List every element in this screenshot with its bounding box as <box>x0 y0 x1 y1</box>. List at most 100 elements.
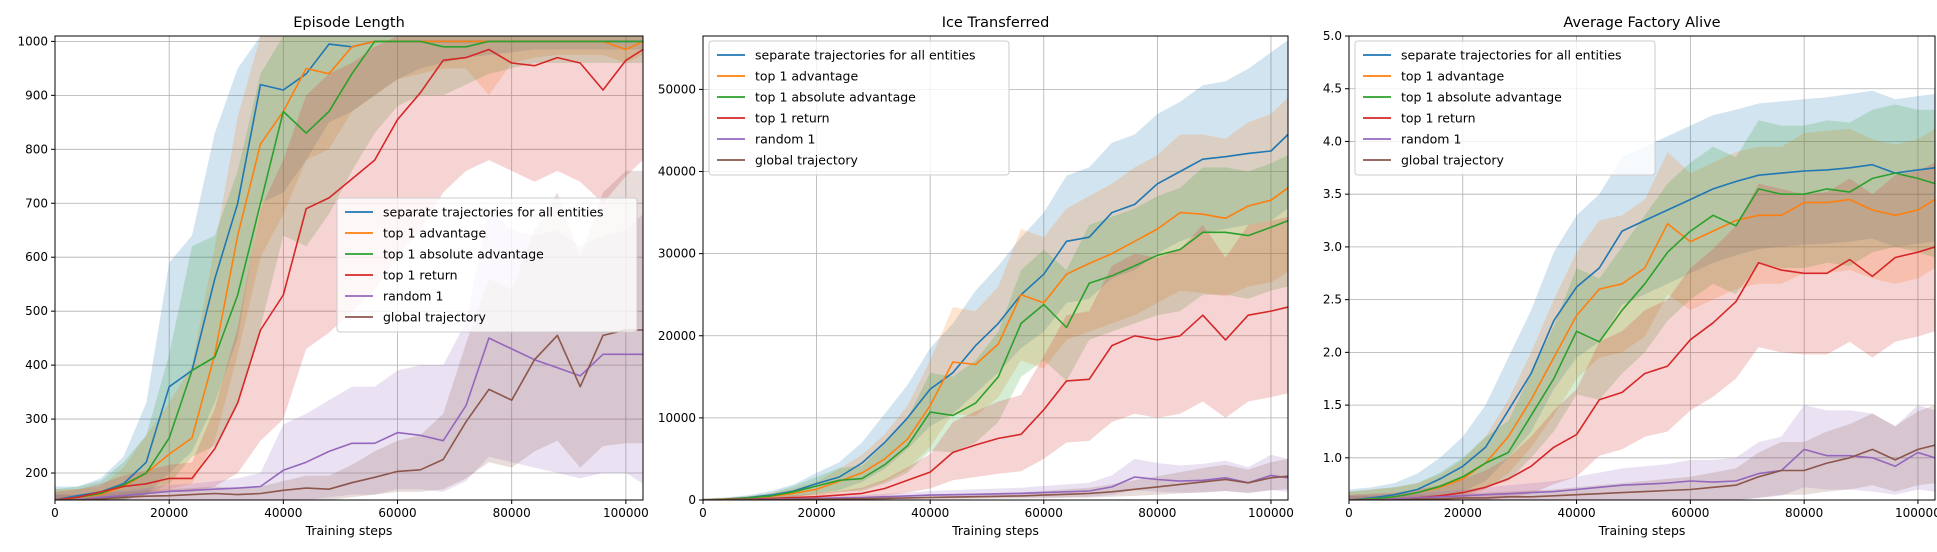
y-tick-label: 800 <box>25 142 48 156</box>
legend-box <box>336 197 638 333</box>
series-line-3 <box>1349 172 1935 500</box>
legend-entry: top 1 return <box>1401 111 1476 126</box>
plot-area <box>703 40 1288 500</box>
x-axis-label: Training steps <box>305 523 393 538</box>
series-band-2 <box>55 36 643 500</box>
series-band-2 <box>1349 128 1935 500</box>
legend-entry: top 1 absolute advantage <box>1401 90 1562 105</box>
series-band-4 <box>1349 162 1935 500</box>
legend: separate trajectories for all entities to… <box>708 40 1010 176</box>
x-axis-label: Training steps <box>1598 523 1686 538</box>
legend-entry: random 1 <box>755 132 815 147</box>
series-line-5 <box>55 337 643 500</box>
series-band-3 <box>703 155 1288 500</box>
series-line-2 <box>1349 198 1935 500</box>
series-band-6 <box>703 458 1288 500</box>
legend-entry: top 1 return <box>755 111 830 126</box>
chart-title: Average Factory Alive <box>1563 15 1720 31</box>
x-tick-label: 0 <box>1345 506 1353 520</box>
legend-entry: separate trajectories for all entities <box>755 48 976 63</box>
y-tick-label: 4.5 <box>1323 82 1342 96</box>
x-tick-label: 80000 <box>493 506 531 520</box>
chart-panel-1: 0 20000 40000 60000 80000 100000 200 300 400 500 6… <box>17 15 648 538</box>
y-tick-label: 4.0 <box>1323 134 1342 148</box>
x-tick-label: 100000 <box>603 506 649 520</box>
series-line-4 <box>1349 246 1935 500</box>
y-tick-label: 700 <box>25 196 48 210</box>
legend-entry: random 1 <box>1401 132 1461 147</box>
x-tick-label: 40000 <box>264 506 302 520</box>
x-tick-label: 100000 <box>1248 506 1294 520</box>
series-band-1 <box>55 36 643 500</box>
y-tick-label: 300 <box>25 412 48 426</box>
series-band-6 <box>1349 405 1935 500</box>
legend-entry: global trajectory <box>383 310 487 325</box>
x-tick-label: 100000 <box>1895 506 1937 520</box>
y-tick-label: 400 <box>25 358 48 372</box>
y-tick-label: 30000 <box>658 247 696 261</box>
legend-entry: top 1 advantage <box>1401 69 1504 84</box>
axes-frame <box>54 35 644 501</box>
x-tick-label: 20000 <box>797 506 835 520</box>
y-tick-label: 1000 <box>17 34 48 48</box>
legend-entry: top 1 absolute advantage <box>755 90 916 105</box>
y-tick-label: 3.5 <box>1323 187 1342 201</box>
series-line-4 <box>703 306 1288 500</box>
y-tick-label: 20000 <box>658 329 696 343</box>
plot-area <box>1349 90 1935 500</box>
y-tick-label: 2.0 <box>1323 345 1342 359</box>
series-line-5 <box>1349 448 1935 500</box>
legend-entry: top 1 advantage <box>383 226 486 241</box>
y-tick-label: 50000 <box>658 82 696 96</box>
series-line-3 <box>55 40 643 500</box>
legend-entry: top 1 advantage <box>755 69 858 84</box>
y-tick-label: 0 <box>688 493 696 507</box>
y-tick-label: 1.5 <box>1323 398 1342 412</box>
series-band-1 <box>703 40 1288 500</box>
series-line-6 <box>1349 444 1935 500</box>
x-tick-label: 0 <box>699 506 707 520</box>
y-tick-label: 900 <box>25 88 48 102</box>
legend: separate trajectories for all entities to… <box>336 197 638 333</box>
series-band-1 <box>1349 90 1935 500</box>
legend-entry: top 1 absolute advantage <box>383 247 544 262</box>
y-tick-label: 200 <box>25 466 48 480</box>
y-tick-label: 3.0 <box>1323 240 1342 254</box>
x-tick-label: 80000 <box>1138 506 1176 520</box>
legend-entry: separate trajectories for all entities <box>1401 48 1622 63</box>
legend-entry: separate trajectories for all entities <box>383 205 604 220</box>
legend-entry: global trajectory <box>1401 153 1505 168</box>
series-line-4 <box>55 48 643 500</box>
axes-frame <box>702 35 1289 501</box>
series-band-6 <box>55 170 643 500</box>
series-line-6 <box>55 329 643 500</box>
y-tick-label: 40000 <box>658 165 696 179</box>
x-tick-label: 60000 <box>1025 506 1063 520</box>
y-tick-label: 1.0 <box>1323 451 1342 465</box>
legend-entry: random 1 <box>383 289 443 304</box>
axes-frame <box>1348 35 1936 501</box>
y-tick-label: 500 <box>25 304 48 318</box>
chart-title: Ice Transferred <box>942 15 1050 31</box>
chart-panel-3: 0 20000 40000 60000 80000 100000 1.0 1.5 2.0 2.5 3… <box>1323 15 1937 538</box>
x-tick-label: 40000 <box>911 506 949 520</box>
chart-title: Episode Length <box>293 15 405 31</box>
x-axis-label: Training steps <box>951 523 1039 538</box>
x-tick-label: 20000 <box>1444 506 1482 520</box>
y-tick-label: 600 <box>25 250 48 264</box>
x-tick-label: 40000 <box>1557 506 1595 520</box>
series-band-5 <box>1349 405 1935 500</box>
y-tick-label: 2.5 <box>1323 293 1342 307</box>
chart-panel-2: 0 20000 40000 60000 80000 100000 0 10000 20000 30… <box>658 15 1294 538</box>
x-tick-label: 60000 <box>378 506 416 520</box>
series-line-6 <box>703 475 1288 500</box>
series-line-3 <box>703 220 1288 500</box>
y-tick-label: 5.0 <box>1323 29 1342 43</box>
series-line-1 <box>1349 163 1935 500</box>
y-tick-label: 10000 <box>658 411 696 425</box>
series-band-3 <box>1349 104 1935 500</box>
x-tick-label: 20000 <box>150 506 188 520</box>
legend-entry: global trajectory <box>755 153 859 168</box>
